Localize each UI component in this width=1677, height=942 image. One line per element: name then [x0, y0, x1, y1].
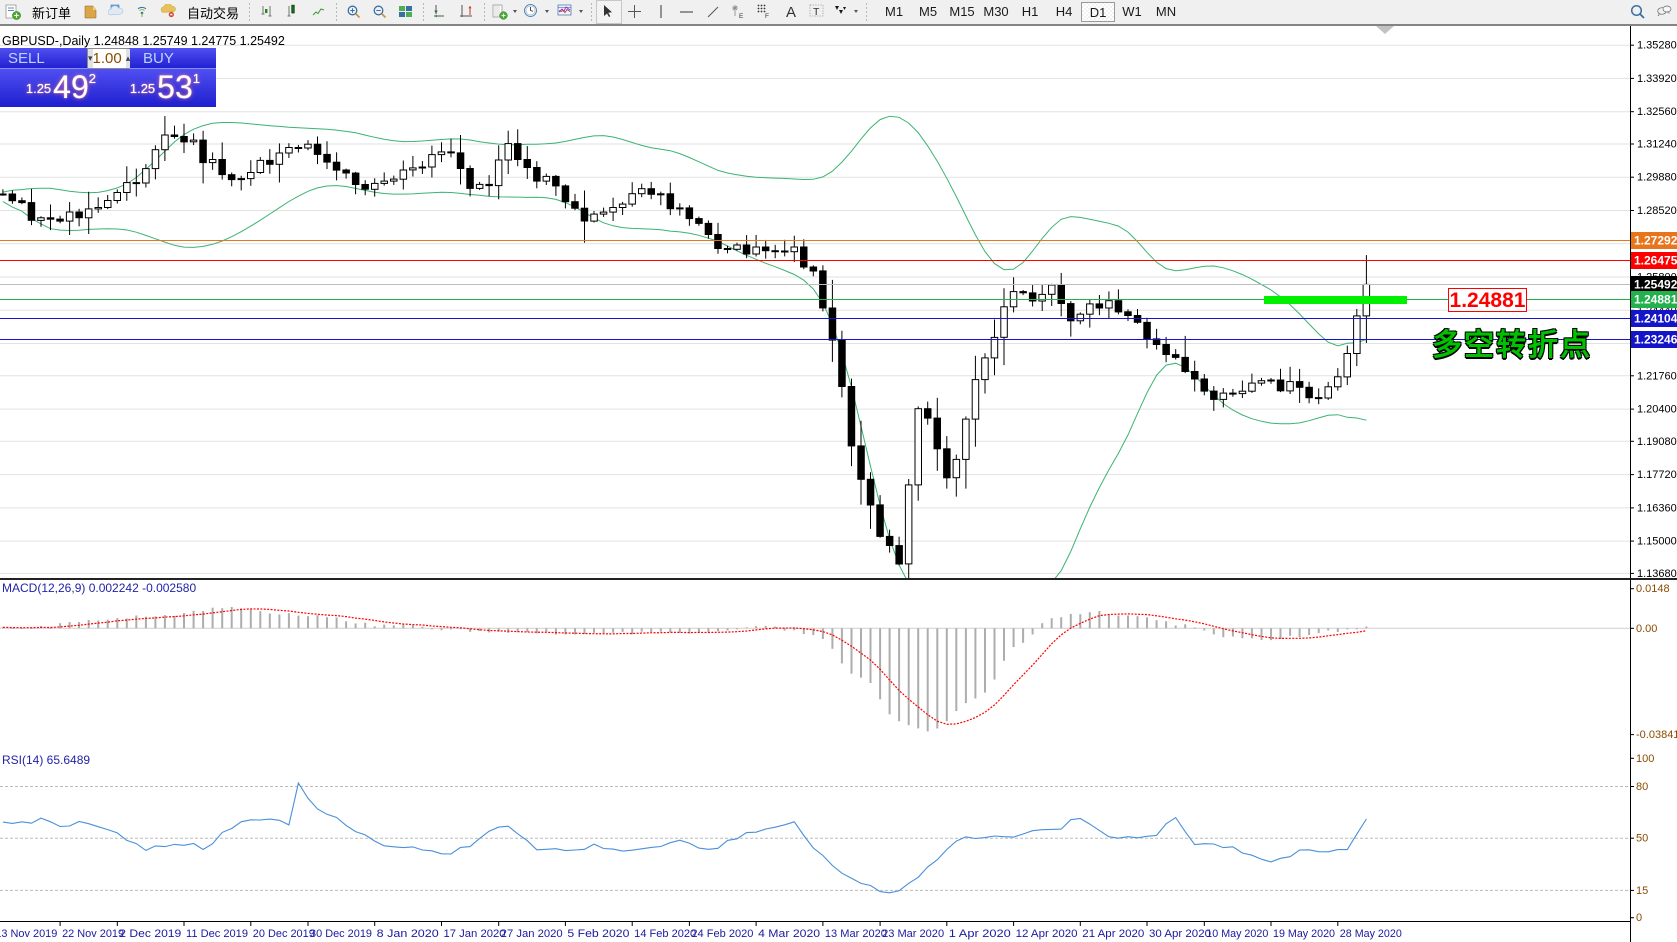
- svg-text:1.28520: 1.28520: [1637, 205, 1677, 217]
- svg-text:4 Mar 2020: 4 Mar 2020: [758, 928, 820, 940]
- svg-text:1.13680: 1.13680: [1637, 568, 1677, 578]
- svg-text:1.19080: 1.19080: [1637, 436, 1677, 448]
- svg-text:21 Apr 2020: 21 Apr 2020: [1082, 928, 1144, 940]
- svg-text:10 May 2020: 10 May 2020: [1206, 928, 1268, 940]
- svg-text:1.31240: 1.31240: [1637, 139, 1677, 151]
- svg-text:80: 80: [1636, 781, 1648, 793]
- svg-text:1 Apr 2020: 1 Apr 2020: [949, 928, 1011, 940]
- svg-text:17 Jan 2020: 17 Jan 2020: [444, 928, 506, 940]
- svg-text:1.32560: 1.32560: [1637, 106, 1677, 118]
- svg-text:28 May 2020: 28 May 2020: [1340, 928, 1402, 940]
- svg-text:30 Apr 2020: 30 Apr 2020: [1149, 928, 1211, 940]
- svg-text:100: 100: [1636, 753, 1654, 765]
- svg-text:1.16360: 1.16360: [1637, 502, 1677, 514]
- svg-text:1.24881: 1.24881: [1634, 293, 1677, 307]
- svg-text:1.24104: 1.24104: [1634, 312, 1677, 326]
- svg-text:15: 15: [1636, 885, 1648, 897]
- svg-text:23 Mar 2020: 23 Mar 2020: [882, 928, 944, 940]
- svg-text:1.35280: 1.35280: [1637, 40, 1677, 52]
- svg-text:13 Mar 2020: 13 Mar 2020: [825, 928, 887, 940]
- svg-text:1.26475: 1.26475: [1634, 254, 1677, 268]
- svg-text:1.17720: 1.17720: [1637, 469, 1677, 481]
- svg-text:19 May 2020: 19 May 2020: [1273, 928, 1335, 940]
- svg-text:1.27292: 1.27292: [1634, 234, 1677, 248]
- svg-text:22 Nov 2019: 22 Nov 2019: [62, 928, 124, 940]
- svg-text:1.29880: 1.29880: [1637, 172, 1677, 184]
- svg-text:1.20400: 1.20400: [1637, 404, 1677, 416]
- svg-text:5 Feb 2020: 5 Feb 2020: [567, 928, 629, 940]
- svg-text:2 Dec 2019: 2 Dec 2019: [119, 928, 181, 940]
- svg-text:T: T: [813, 6, 820, 18]
- svg-text:20 Dec 2019: 20 Dec 2019: [253, 928, 315, 940]
- svg-text:50: 50: [1636, 833, 1648, 845]
- svg-text:13 Nov 2019: 13 Nov 2019: [0, 928, 57, 940]
- svg-text:0.0148: 0.0148: [1636, 583, 1670, 595]
- svg-text:30 Dec 2019: 30 Dec 2019: [310, 928, 372, 940]
- svg-text:8 Jan 2020: 8 Jan 2020: [377, 928, 439, 940]
- svg-text:1.15000: 1.15000: [1637, 536, 1677, 548]
- svg-text:24 Feb 2020: 24 Feb 2020: [691, 928, 753, 940]
- svg-text:11 Dec 2019: 11 Dec 2019: [186, 928, 248, 940]
- svg-text:-0.038415: -0.038415: [1636, 729, 1677, 741]
- svg-text:1.21760: 1.21760: [1637, 370, 1677, 382]
- svg-text:1.33920: 1.33920: [1637, 73, 1677, 85]
- svg-text:14 Feb 2020: 14 Feb 2020: [634, 928, 696, 940]
- svg-text:0: 0: [1636, 912, 1642, 921]
- svg-text:1.25492: 1.25492: [1634, 278, 1677, 292]
- svg-text:0.00: 0.00: [1636, 623, 1657, 635]
- svg-text:27 Jan 2020: 27 Jan 2020: [501, 928, 563, 940]
- svg-text:F: F: [765, 13, 769, 20]
- svg-text:1.23246: 1.23246: [1634, 333, 1677, 347]
- svg-text:E: E: [739, 13, 744, 20]
- svg-text:12 Apr 2020: 12 Apr 2020: [1016, 928, 1078, 940]
